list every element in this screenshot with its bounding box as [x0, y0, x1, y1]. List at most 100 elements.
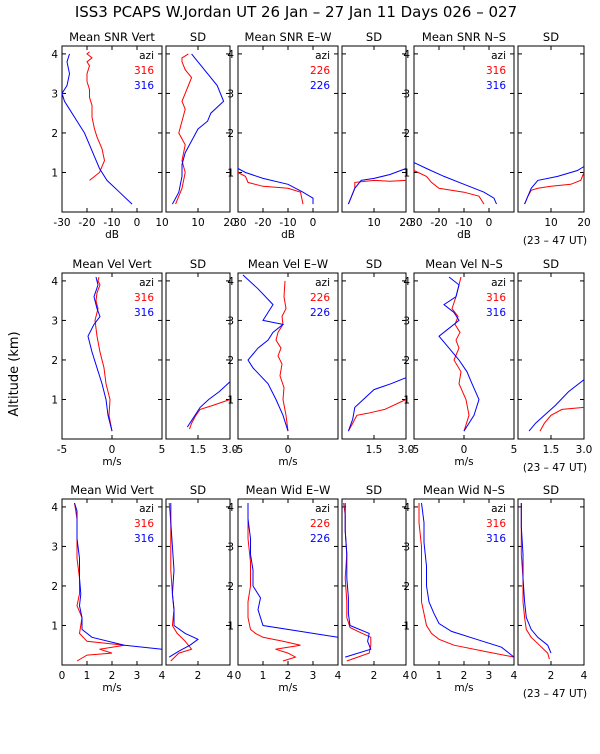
x-tick-label: 0 — [486, 217, 493, 229]
x-tick-label: 2 — [285, 670, 292, 682]
x-axis-label: dB — [457, 229, 471, 241]
x-tick-label: 2 — [548, 670, 555, 682]
series-line-red — [86, 51, 106, 181]
y-tick-label: 2 — [51, 128, 58, 140]
x-tick-label: -20 — [430, 217, 447, 229]
legend-entry-blue: 316 — [486, 533, 506, 545]
series-line-blue — [438, 276, 480, 432]
panel-snr-ns-sd: 10 20 SD — [517, 30, 591, 229]
series-line-blue — [347, 168, 407, 205]
legend-entry-red: 226 — [310, 65, 330, 77]
panel-title: Mean SNR N–S — [422, 30, 506, 44]
legend-heading: azi — [139, 50, 154, 62]
panel-vel-ew: 1 2 3 4 -5 0 Mean Vel E–W m/s azi 226 226 — [227, 257, 339, 468]
legend-entry-red: 316 — [134, 65, 154, 77]
panel-title: SD — [543, 483, 559, 497]
y-tick-label: 1 — [51, 394, 58, 406]
legend-entry-blue: 316 — [134, 533, 154, 545]
y-tick-label: 1 — [227, 394, 234, 406]
series-line-red — [175, 53, 193, 205]
x-tick-label: 0 — [461, 444, 468, 456]
y-tick-label: 3 — [227, 541, 234, 553]
x-tick-label: 3 — [486, 670, 493, 682]
time-note-row-2: (23 – 47 UT) — [523, 462, 587, 474]
panel-snr-ew-sd: 10 20 SD — [341, 30, 413, 229]
x-tick-label: 0 — [109, 444, 116, 456]
time-note-row-3: (23 – 47 UT) — [523, 688, 587, 700]
panel-title: SD — [190, 257, 206, 271]
y-axis-label: Altitude (km) — [7, 331, 22, 416]
panel-wid-ew-sd: 2 4 SD — [341, 483, 410, 682]
x-tick-label: 3.0 — [576, 444, 593, 456]
x-tick-label: -5 — [233, 444, 243, 456]
panel-title: SD — [543, 257, 559, 271]
x-axis-label: m/s — [278, 682, 297, 694]
y-tick-label: 4 — [227, 49, 234, 61]
series-line-blue — [186, 381, 231, 428]
panel-wid-ns-sd: 2 4 SD — [517, 483, 588, 682]
legend-entry-red: 316 — [486, 518, 506, 530]
x-axis-label: m/s — [454, 682, 473, 694]
series-line-red — [275, 280, 289, 432]
series-line-red — [247, 503, 301, 662]
series-line-blue — [413, 162, 497, 205]
y-tick-label: 2 — [51, 355, 58, 367]
y-tick-label: 3 — [51, 88, 58, 100]
panel-wid-vert-sd: 2 4 SD — [165, 483, 234, 682]
y-tick-label: 2 — [403, 581, 410, 593]
x-tick-label: 4 — [227, 670, 234, 682]
x-tick-label: 1 — [260, 670, 267, 682]
panel-title: SD — [366, 257, 382, 271]
series-line-red — [237, 172, 304, 205]
panel-title: Mean SNR E–W — [245, 30, 332, 44]
x-tick-label: 10 — [544, 217, 557, 229]
series-line-blue — [237, 168, 314, 205]
panel-vel-ns: 1 2 3 4 -5 0 5 Mean Vel N–S m/s azi 316 316 — [403, 257, 517, 468]
x-tick-label: 3.0 — [222, 444, 239, 456]
x-tick-label: 20 — [399, 217, 412, 229]
x-tick-label: -30 — [405, 217, 422, 229]
x-axis-label: m/s — [454, 456, 473, 468]
legend-entry-red: 226 — [310, 292, 330, 304]
y-tick-label: 1 — [51, 167, 58, 179]
series-line-red — [451, 276, 470, 432]
legend-entry-blue: 226 — [310, 307, 330, 319]
x-tick-label: -20 — [78, 217, 95, 229]
panel-snr-ew: 1 2 3 4 -30 -20 -10 0 Mean SNR E–W dB azi 226 226 — [227, 30, 339, 241]
x-tick-label: 5 — [511, 444, 518, 456]
panel-wid-vert: 1 2 3 4 0 1 2 3 4 Mean Wid Vert m/s azi 316 316 — [51, 483, 165, 694]
x-tick-label: 2 — [461, 670, 468, 682]
x-tick-label: 4 — [159, 670, 166, 682]
panel-vel-ns-sd: 1.5 3.0 SD — [517, 257, 593, 456]
panel-frame — [341, 498, 407, 666]
series-line-blue — [61, 53, 133, 205]
x-tick-label: 0 — [285, 444, 292, 456]
y-tick-label: 1 — [403, 394, 410, 406]
legend-entry-red: 316 — [134, 518, 154, 530]
series-line-blue — [344, 503, 372, 658]
x-tick-label: -10 — [103, 217, 120, 229]
y-tick-label: 4 — [403, 276, 410, 288]
time-note-row-1: (23 – 47 UT) — [523, 235, 587, 247]
legend-heading: azi — [139, 277, 154, 289]
x-tick-label: 10 — [367, 217, 380, 229]
panel-snr-vert-sd: 10 20 SD — [165, 30, 237, 229]
series-line-red — [343, 502, 372, 662]
panel-title: Mean Vel Vert — [72, 257, 152, 271]
figure-title: ISS3 PCAPS W.Jordan UT 26 Jan – 27 Jan 1… — [75, 3, 517, 21]
x-tick-label: 20 — [577, 217, 590, 229]
series-line-blue — [87, 276, 113, 432]
legend-entry-red: 316 — [486, 292, 506, 304]
panel-title: SD — [366, 30, 382, 44]
series-line-red — [347, 179, 407, 205]
x-tick-label: 20 — [223, 217, 236, 229]
panel-snr-ns: 1 2 3 4 -30 -20 -10 0 Mean SNR N–S dB azi 316 316 — [403, 30, 515, 241]
panel-frame — [517, 498, 585, 666]
y-tick-label: 2 — [227, 355, 234, 367]
legend-heading: azi — [491, 50, 506, 62]
x-tick-label: 4 — [403, 670, 410, 682]
